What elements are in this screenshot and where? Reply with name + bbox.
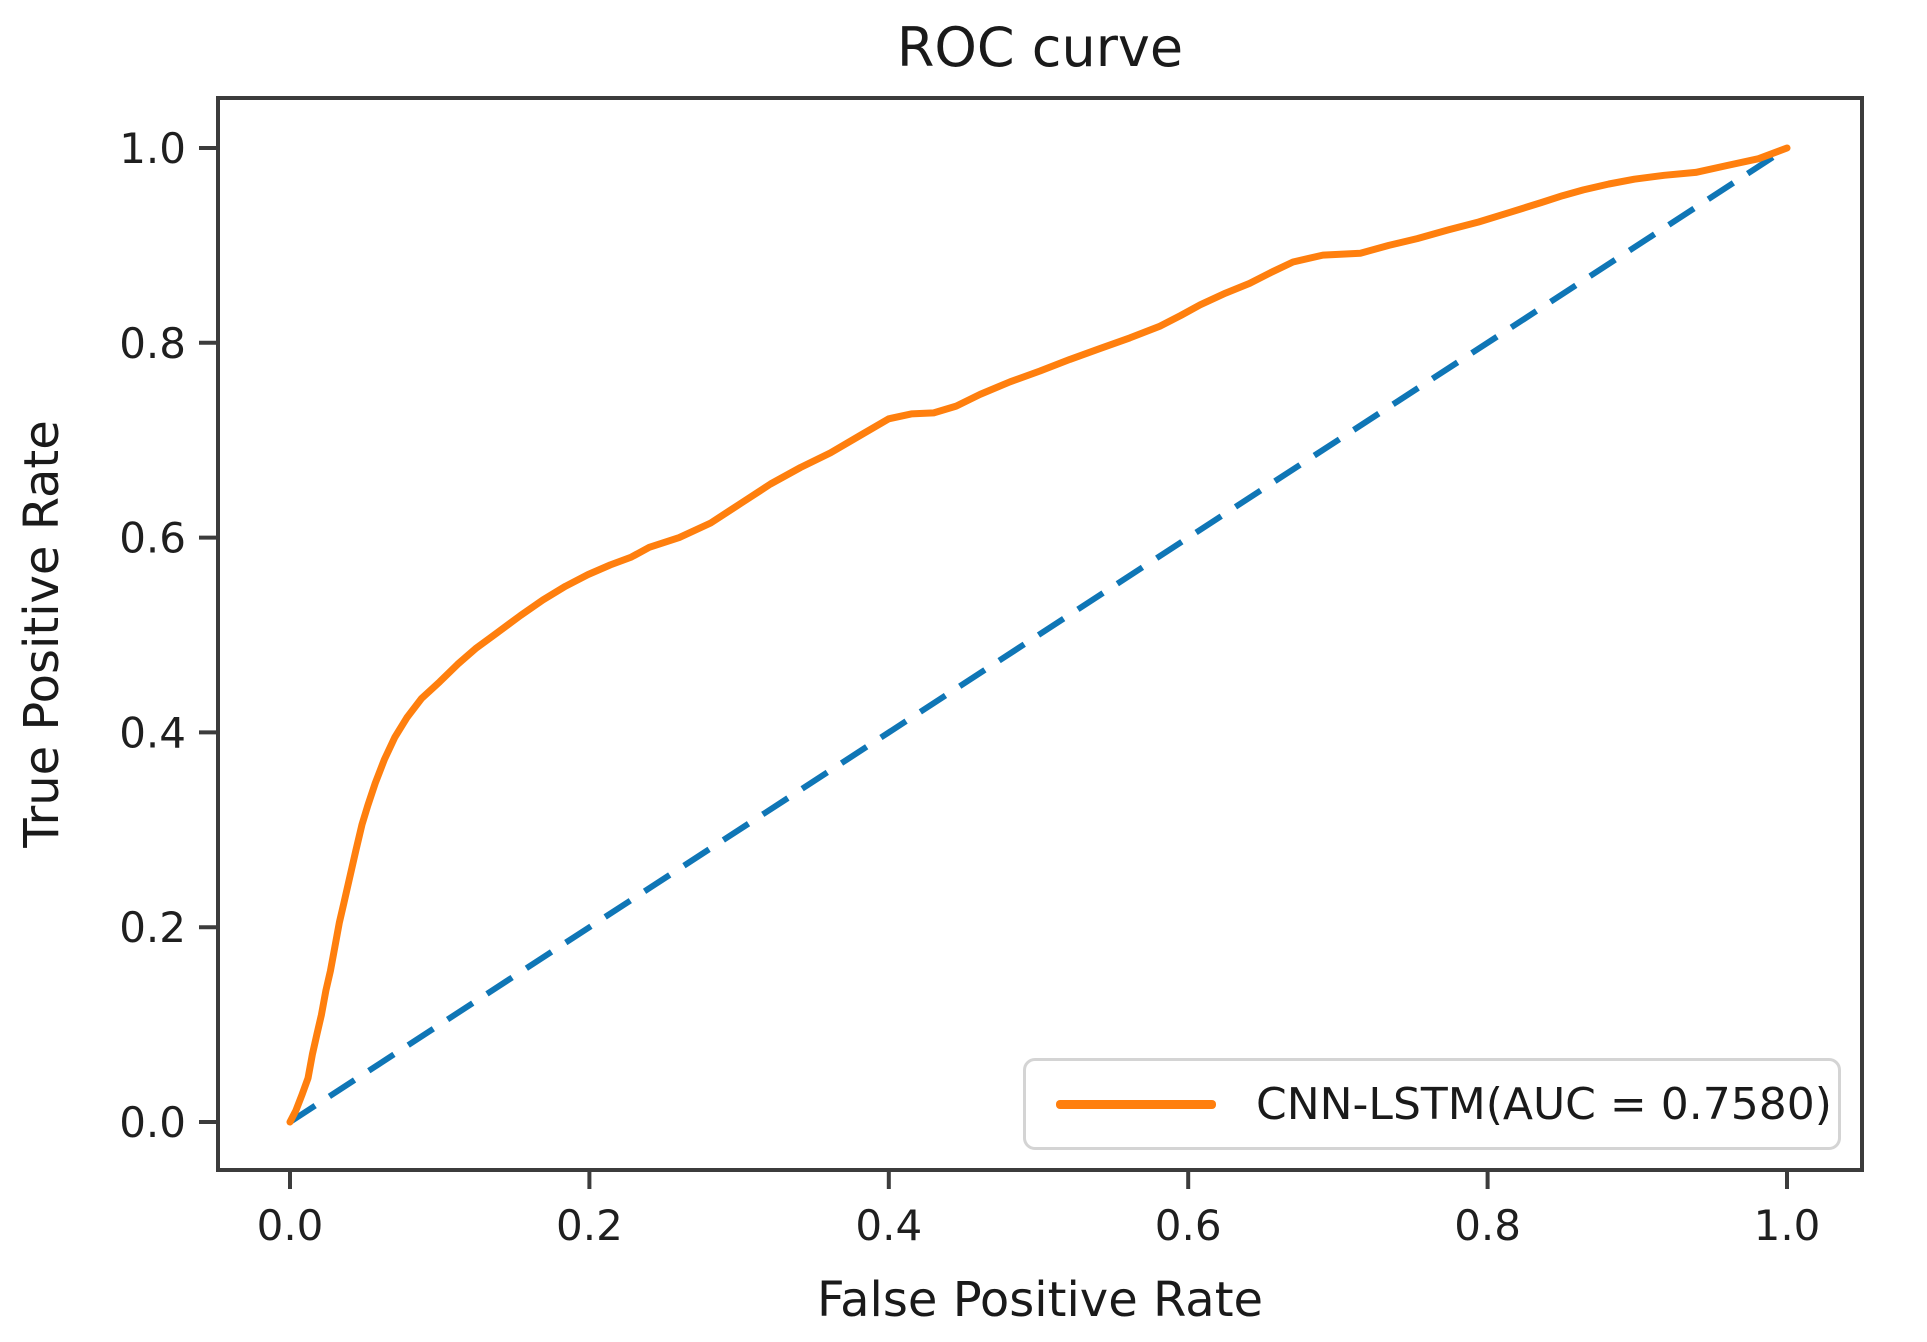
- axes-frame: [216, 96, 1864, 1172]
- roc-curve-line: [286, 144, 1791, 1126]
- y-tick-marks: [199, 146, 218, 1124]
- y-tick-label: 0.4: [119, 708, 186, 757]
- x-tick-labels: 0.0 0.2 0.4 0.6 0.8 1.0: [257, 1201, 1821, 1250]
- x-tick-label: 0.6: [1155, 1201, 1222, 1250]
- chart-title: ROC curve: [897, 16, 1183, 79]
- x-tick-label: 0.0: [257, 1201, 324, 1250]
- x-tick-label: 1.0: [1754, 1201, 1821, 1250]
- x-tick-marks: [288, 1170, 1789, 1189]
- y-axis-label: True Positive Rate: [14, 420, 70, 849]
- x-tick-label: 0.8: [1454, 1201, 1521, 1250]
- y-tick-label: 1.0: [119, 124, 186, 173]
- y-tick-labels: 0.0 0.2 0.4 0.6 0.8 1.0: [119, 124, 186, 1147]
- y-tick-label: 0.2: [119, 903, 186, 952]
- legend-roc-line-sample: [1056, 1099, 1216, 1109]
- legend: CNN-LSTM(AUC = 0.7580): [1023, 1058, 1841, 1150]
- x-tick-label: 0.2: [556, 1201, 623, 1250]
- legend-label: CNN-LSTM(AUC = 0.7580): [1256, 1078, 1832, 1130]
- y-tick-label: 0.0: [119, 1098, 186, 1147]
- y-tick-label: 0.8: [119, 319, 186, 368]
- x-axis-label: False Positive Rate: [817, 1272, 1263, 1328]
- chance-diagonal-line: [288, 145, 1789, 1125]
- x-tick-label: 0.4: [855, 1201, 922, 1250]
- y-tick-label: 0.6: [119, 514, 186, 563]
